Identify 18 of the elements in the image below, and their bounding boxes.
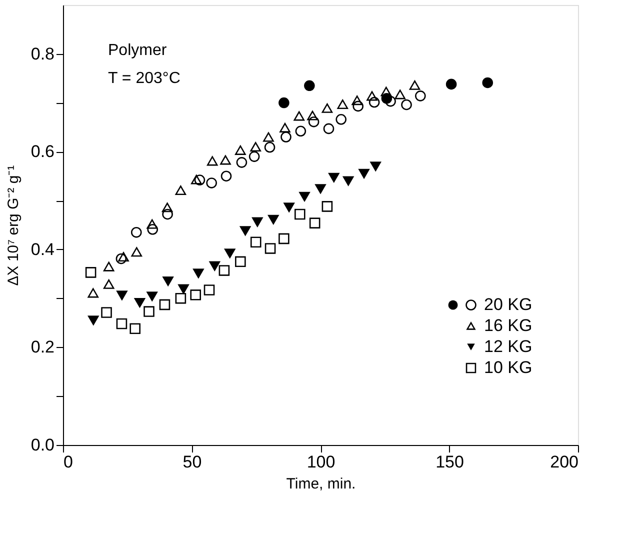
y-tick-label: 0.8 — [30, 44, 54, 64]
y-tick-label: 0.0 — [30, 436, 54, 454]
legend-label: 16 KG — [484, 316, 532, 335]
annotation: Polymer — [108, 42, 168, 59]
x-tick-label: 0 — [64, 452, 73, 472]
annotation: T = 203°C — [108, 70, 180, 87]
x-axis-title: Time, min. — [286, 476, 356, 492]
y-tick-label: 0.6 — [30, 142, 54, 162]
y-tick-label: 0.2 — [30, 338, 54, 357]
y-axis-title: ΔX 10⁷ erg G⁻² g⁻¹ — [4, 165, 22, 286]
legend-label: 12 KG — [484, 337, 532, 356]
legend-label: 10 KG — [484, 358, 532, 377]
x-tick-label: 200 — [550, 452, 578, 472]
x-tick-label: 150 — [436, 452, 464, 472]
x-tick-label: 50 — [182, 452, 202, 472]
x-tick-label: 100 — [306, 452, 336, 472]
legend-label: 20 KG — [484, 295, 532, 314]
y-tick-label: 0.4 — [30, 240, 54, 259]
